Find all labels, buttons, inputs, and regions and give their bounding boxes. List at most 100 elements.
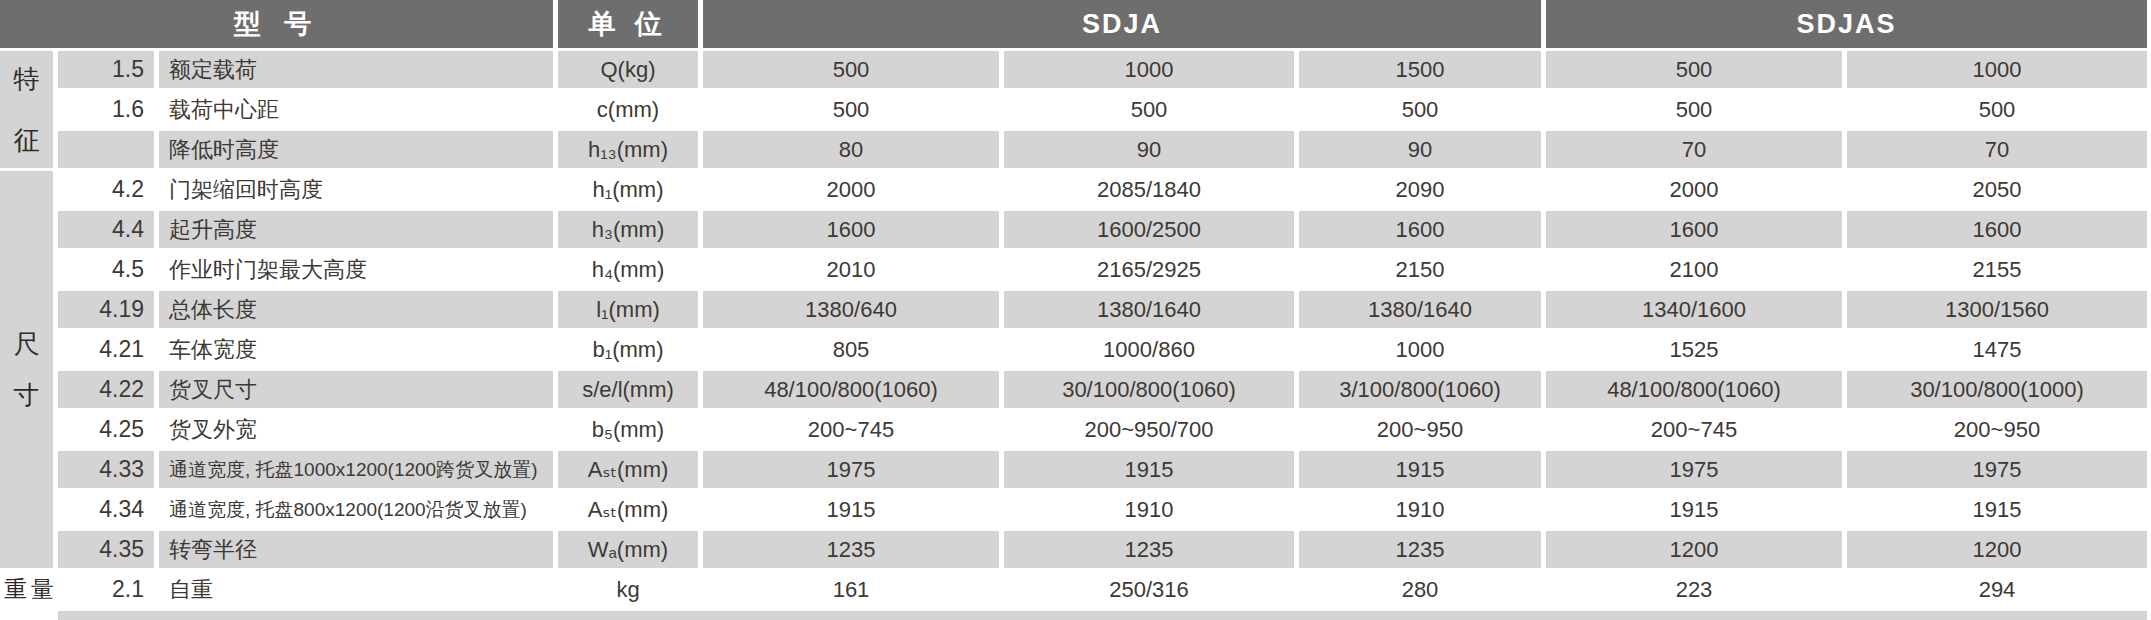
row-number: 1.6 (58, 91, 154, 128)
value-cell: 161 (703, 571, 999, 608)
value-cell: 1915 (1004, 451, 1294, 488)
value-cell: 2165/2925 (1004, 251, 1294, 288)
row-label: 自重 (159, 571, 553, 608)
unit-cell: h₄(mm) (558, 251, 698, 288)
value-cell: 500 (1004, 91, 1294, 128)
value-cell: 48/100/800(1060) (703, 371, 999, 408)
value-cell: 1000 (1847, 51, 2147, 88)
group-label-features: 特 征 (0, 51, 53, 168)
row-label: 总体长度 (159, 291, 553, 328)
value-cell: 30/100/800(1000) (1847, 371, 2147, 408)
value-cell: 1915 (703, 491, 999, 528)
unit-cell: Q(kg) (558, 51, 698, 88)
value-cell: 1200 (1546, 531, 1842, 568)
value-cell: 1600 (1546, 211, 1842, 248)
value-cell: 2150 (1299, 251, 1541, 288)
header-model: 型 号 (0, 0, 553, 48)
row-label: 门架缩回时高度 (159, 171, 553, 208)
value-cell: 2155 (1847, 251, 2147, 288)
value-cell: 805 (703, 331, 999, 368)
row-label: 起升高度 (159, 211, 553, 248)
row-label: 通道宽度, 托盘1000x1200(1200跨货叉放置) (159, 451, 553, 488)
row-label: 车体宽度 (159, 331, 553, 368)
value-cell: 500 (1546, 51, 1842, 88)
row-number: 2.1 (58, 571, 154, 608)
value-cell: 2090 (1299, 171, 1541, 208)
value-cell: 30/100/800(1060) (1004, 371, 1294, 408)
value-cell: 500 (703, 91, 999, 128)
unit-cell: h₁(mm) (558, 171, 698, 208)
row-label: 降低时高度 (159, 131, 553, 168)
group-char: 尺 (14, 327, 40, 362)
row-label: 通道宽度, 托盘800x1200(1200沿货叉放置) (159, 491, 553, 528)
unit-cell: h₃(mm) (558, 211, 698, 248)
unit-cell: l₁(mm) (558, 291, 698, 328)
value-cell: 223 (1546, 571, 1842, 608)
value-cell: 1235 (1299, 531, 1541, 568)
value-cell: 1915 (1847, 491, 2147, 528)
row-number: 4.33 (58, 451, 154, 488)
row-number: 4.5 (58, 251, 154, 288)
value-cell: 500 (1299, 91, 1541, 128)
value-cell: 2010 (703, 251, 999, 288)
row-number: 1.5 (58, 51, 154, 88)
value-cell: 80 (703, 131, 999, 168)
row-number: 4.4 (58, 211, 154, 248)
unit-cell: Aₛₜ(mm) (558, 451, 698, 488)
value-cell: 1910 (1299, 491, 1541, 528)
row-number: 4.19 (58, 291, 154, 328)
value-cell: 1975 (1546, 451, 1842, 488)
row-label: 作业时门架最大高度 (159, 251, 553, 288)
value-cell: 1380/640 (703, 291, 999, 328)
row-label: 额定载荷 (159, 51, 553, 88)
unit-cell: s/e/l(mm) (558, 371, 698, 408)
spec-sheet: 型 号 单 位 SDJA SDJAS 特 征 尺 寸 重量 1.5 额定载荷 Q… (0, 0, 2151, 620)
value-cell: 1380/1640 (1004, 291, 1294, 328)
value-cell: 1000 (1299, 331, 1541, 368)
value-cell: 1000/860 (1004, 331, 1294, 368)
header-unit: 单 位 (558, 0, 698, 48)
unit-cell: c(mm) (558, 91, 698, 128)
header-sdja: SDJA (703, 0, 1541, 48)
value-cell: 90 (1004, 131, 1294, 168)
value-cell: 200~950 (1847, 411, 2147, 448)
unit-cell: Wₐ(mm) (558, 531, 698, 568)
spec-table: 型 号 单 位 SDJA SDJAS 特 征 尺 寸 重量 1.5 额定载荷 Q… (0, 0, 2151, 620)
value-cell: 48/100/800(1060) (1546, 371, 1842, 408)
group-label-dimensions: 尺 寸 (0, 171, 53, 568)
value-cell: 280 (1299, 571, 1541, 608)
value-cell: 1380/1640 (1299, 291, 1541, 328)
value-cell: 70 (1546, 131, 1842, 168)
unit-cell: h₁₃(mm) (558, 131, 698, 168)
value-cell: 1600 (1299, 211, 1541, 248)
value-cell: 500 (1847, 91, 2147, 128)
value-cell: 1475 (1847, 331, 2147, 368)
group-char: 寸 (14, 378, 40, 413)
value-cell: 200~745 (703, 411, 999, 448)
value-cell: 1000 (1004, 51, 1294, 88)
value-cell: 1525 (1546, 331, 1842, 368)
group-char: 征 (14, 123, 40, 158)
value-cell: 2085/1840 (1004, 171, 1294, 208)
row-number: 4.35 (58, 531, 154, 568)
value-cell: 1600 (703, 211, 999, 248)
value-cell: 1600 (1847, 211, 2147, 248)
value-cell: 200~745 (1546, 411, 1842, 448)
value-cell: 200~950 (1299, 411, 1541, 448)
value-cell: 1340/1600 (1546, 291, 1842, 328)
row-label: 货叉外宽 (159, 411, 553, 448)
value-cell: 200~950/700 (1004, 411, 1294, 448)
value-cell: 1975 (703, 451, 999, 488)
value-cell: 250/316 (1004, 571, 1294, 608)
value-cell: 1975 (1847, 451, 2147, 488)
row-label: 货叉尺寸 (159, 371, 553, 408)
value-cell: 500 (703, 51, 999, 88)
value-cell: 1200 (1847, 531, 2147, 568)
unit-cell: kg (558, 571, 698, 608)
header-sdjas: SDJAS (1546, 0, 2147, 48)
value-cell: 2000 (1546, 171, 1842, 208)
unit-cell: b₁(mm) (558, 331, 698, 368)
value-cell: 90 (1299, 131, 1541, 168)
value-cell: 1910 (1004, 491, 1294, 528)
value-cell: 3/100/800(1060) (1299, 371, 1541, 408)
